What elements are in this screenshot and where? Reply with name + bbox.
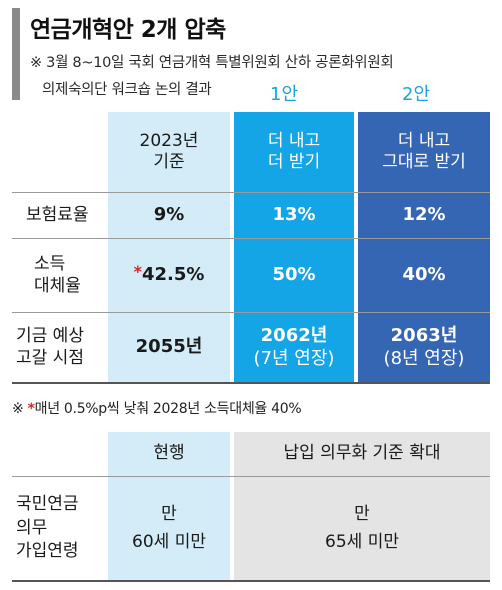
premium-plan2-value: 12% [402, 204, 446, 226]
plan2-header-line1: 더 내고 [397, 130, 451, 151]
plan2-column-bg [358, 112, 490, 382]
row-divider [12, 192, 490, 193]
expanded-column-header: 납입 의무화 기준 확대 [283, 443, 441, 464]
base-header-line2: 기준 [153, 152, 185, 172]
base-column-bg [108, 112, 230, 382]
base-column-header: 2023년 기준 [108, 112, 230, 192]
row-divider [12, 476, 490, 477]
premium-plan1-value: 13% [272, 204, 316, 226]
subtitle-line-1: ※ 3월 8~10일 국회 연금개혁 특별위원회 산하 공론화위원회 [30, 55, 394, 71]
plan2-header-line2: 그대로 받기 [382, 152, 466, 172]
replacement-plan2-value: 40% [402, 264, 446, 286]
row-label-depletion: 기금 예상 고갈 시점 [16, 326, 84, 368]
row-divider [12, 312, 490, 313]
plan1-header-line2: 더 받기 [267, 152, 321, 172]
depletion-plan1-value: 2062년 (7년 연장) [253, 325, 335, 369]
replacement-plan1-value: 50% [272, 264, 316, 286]
page-title: 연금개혁안 2개 압축 [30, 17, 226, 43]
depletion-base-value: 2055년 [135, 336, 203, 358]
expanded-column-bg [234, 432, 490, 580]
plan1-label: 1안 [270, 84, 299, 105]
current-age-value: 만 60세 미만 [132, 504, 206, 552]
plan1-column-header: 더 내고 더 받기 [234, 112, 354, 192]
footnote-marker: * [133, 261, 142, 281]
current-column-bg [108, 432, 230, 580]
expanded-age-value: 만 65세 미만 [325, 504, 399, 552]
plan1-column-bg [234, 112, 354, 382]
replacement-base-value: * 42.5% [133, 261, 205, 286]
row-label-age: 국민연금 의무 가입연령 [16, 493, 79, 562]
plan2-column-header: 더 내고 그대로 받기 [358, 112, 490, 192]
plan2-label: 2안 [402, 84, 431, 105]
premium-base-value: 9% [153, 204, 185, 226]
current-column-header: 현행 [153, 443, 185, 464]
title-accent-bar [12, 8, 20, 100]
depletion-plan2-value: 2063년 (8년 연장) [383, 325, 465, 369]
base-header-line1: 2023년 [139, 130, 199, 151]
row-label-replacement: 소득 대체율 [34, 254, 81, 296]
footnote: ※ *매년 0.5%p씩 낮춰 2028년 소득대체율 40% [12, 401, 302, 417]
subtitle-line-2: 의제숙의단 워크숍 논의 결과 [42, 82, 212, 98]
row-divider [12, 238, 490, 239]
table-bottom-line [12, 580, 490, 582]
row-label-premium: 보험료율 [26, 204, 89, 225]
plan1-header-line1: 더 내고 [267, 130, 321, 151]
table-bottom-line [12, 382, 490, 384]
